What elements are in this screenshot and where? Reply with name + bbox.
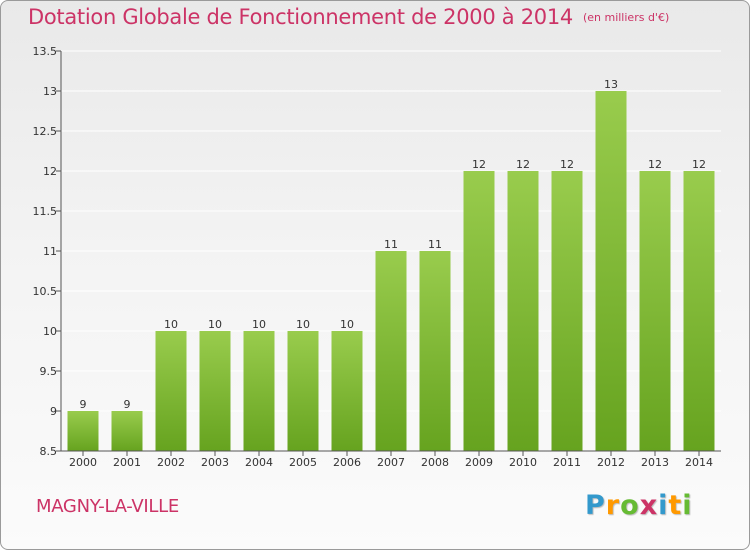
x-tick-label: 2012 xyxy=(597,456,625,469)
y-tick-label: 13.5 xyxy=(33,45,58,58)
y-tick-label: 10 xyxy=(43,325,57,338)
commune-name: MAGNY-LA-VILLE xyxy=(36,496,179,517)
y-tick-label: 12 xyxy=(43,165,57,178)
x-tick-label: 2011 xyxy=(553,456,581,469)
proxiti-logo[interactable]: Proxiti xyxy=(585,490,693,521)
bar-value-label: 10 xyxy=(208,318,222,331)
chart-title: Dotation Globale de Fonctionnement de 20… xyxy=(28,5,669,29)
bar xyxy=(243,331,275,451)
logo-letter: P xyxy=(585,490,606,521)
y-tick-label: 9 xyxy=(50,405,57,418)
bar xyxy=(463,171,495,451)
bar xyxy=(683,171,715,451)
bar-value-label: 11 xyxy=(428,238,442,251)
bar xyxy=(375,251,407,451)
bar-value-label: 10 xyxy=(252,318,266,331)
unit-note: (en milliers d'€) xyxy=(582,11,670,24)
x-tick-label: 2014 xyxy=(685,456,713,469)
bar xyxy=(67,411,99,451)
bar xyxy=(639,171,671,451)
y-tick-label: 13 xyxy=(43,85,57,98)
bar-value-label: 12 xyxy=(472,158,486,171)
y-tick-label: 12.5 xyxy=(33,125,58,138)
x-tick-label: 2008 xyxy=(421,456,449,469)
logo-letter: i xyxy=(658,490,669,521)
y-tick-label: 8.5 xyxy=(40,445,58,458)
logo-letter: t xyxy=(668,490,683,521)
bar-value-label: 10 xyxy=(296,318,310,331)
bar-value-label: 9 xyxy=(124,398,131,411)
logo-letter: x xyxy=(639,490,659,521)
x-tick-label: 2003 xyxy=(201,456,229,469)
y-tick-label: 11.5 xyxy=(33,205,58,218)
bar xyxy=(331,331,363,451)
y-tick-label: 9.5 xyxy=(40,365,58,378)
chart-title-text: Dotation Globale de Fonctionnement de 20… xyxy=(28,5,573,29)
bar xyxy=(507,171,539,451)
x-tick-label: 2000 xyxy=(69,456,97,469)
bar-value-label: 11 xyxy=(384,238,398,251)
x-tick-label: 2006 xyxy=(333,456,361,469)
x-tick-label: 2004 xyxy=(245,456,273,469)
x-tick-label: 2005 xyxy=(289,456,317,469)
bar-value-label: 10 xyxy=(164,318,178,331)
x-tick-label: 2001 xyxy=(113,456,141,469)
bar-value-label: 12 xyxy=(648,158,662,171)
bar xyxy=(287,331,319,451)
bar-value-label: 12 xyxy=(560,158,574,171)
logo-letter: r xyxy=(605,490,621,521)
x-tick-label: 2013 xyxy=(641,456,669,469)
bar-value-label: 10 xyxy=(340,318,354,331)
bar-value-label: 12 xyxy=(692,158,706,171)
x-tick-label: 2010 xyxy=(509,456,537,469)
bar-value-label: 13 xyxy=(604,78,618,91)
bar xyxy=(551,171,583,451)
bar xyxy=(199,331,231,451)
bar xyxy=(155,331,187,451)
y-tick-label: 11 xyxy=(43,245,57,258)
y-tick-label: 10.5 xyxy=(33,285,58,298)
bar xyxy=(419,251,451,451)
x-tick-label: 2002 xyxy=(157,456,185,469)
bar-value-label: 9 xyxy=(80,398,87,411)
x-tick-label: 2009 xyxy=(465,456,493,469)
bar xyxy=(111,411,143,451)
logo-letter: i xyxy=(682,490,693,521)
bar xyxy=(595,91,627,451)
logo-letter: o xyxy=(620,490,640,521)
x-tick-label: 2007 xyxy=(377,456,405,469)
bar-value-label: 12 xyxy=(516,158,530,171)
